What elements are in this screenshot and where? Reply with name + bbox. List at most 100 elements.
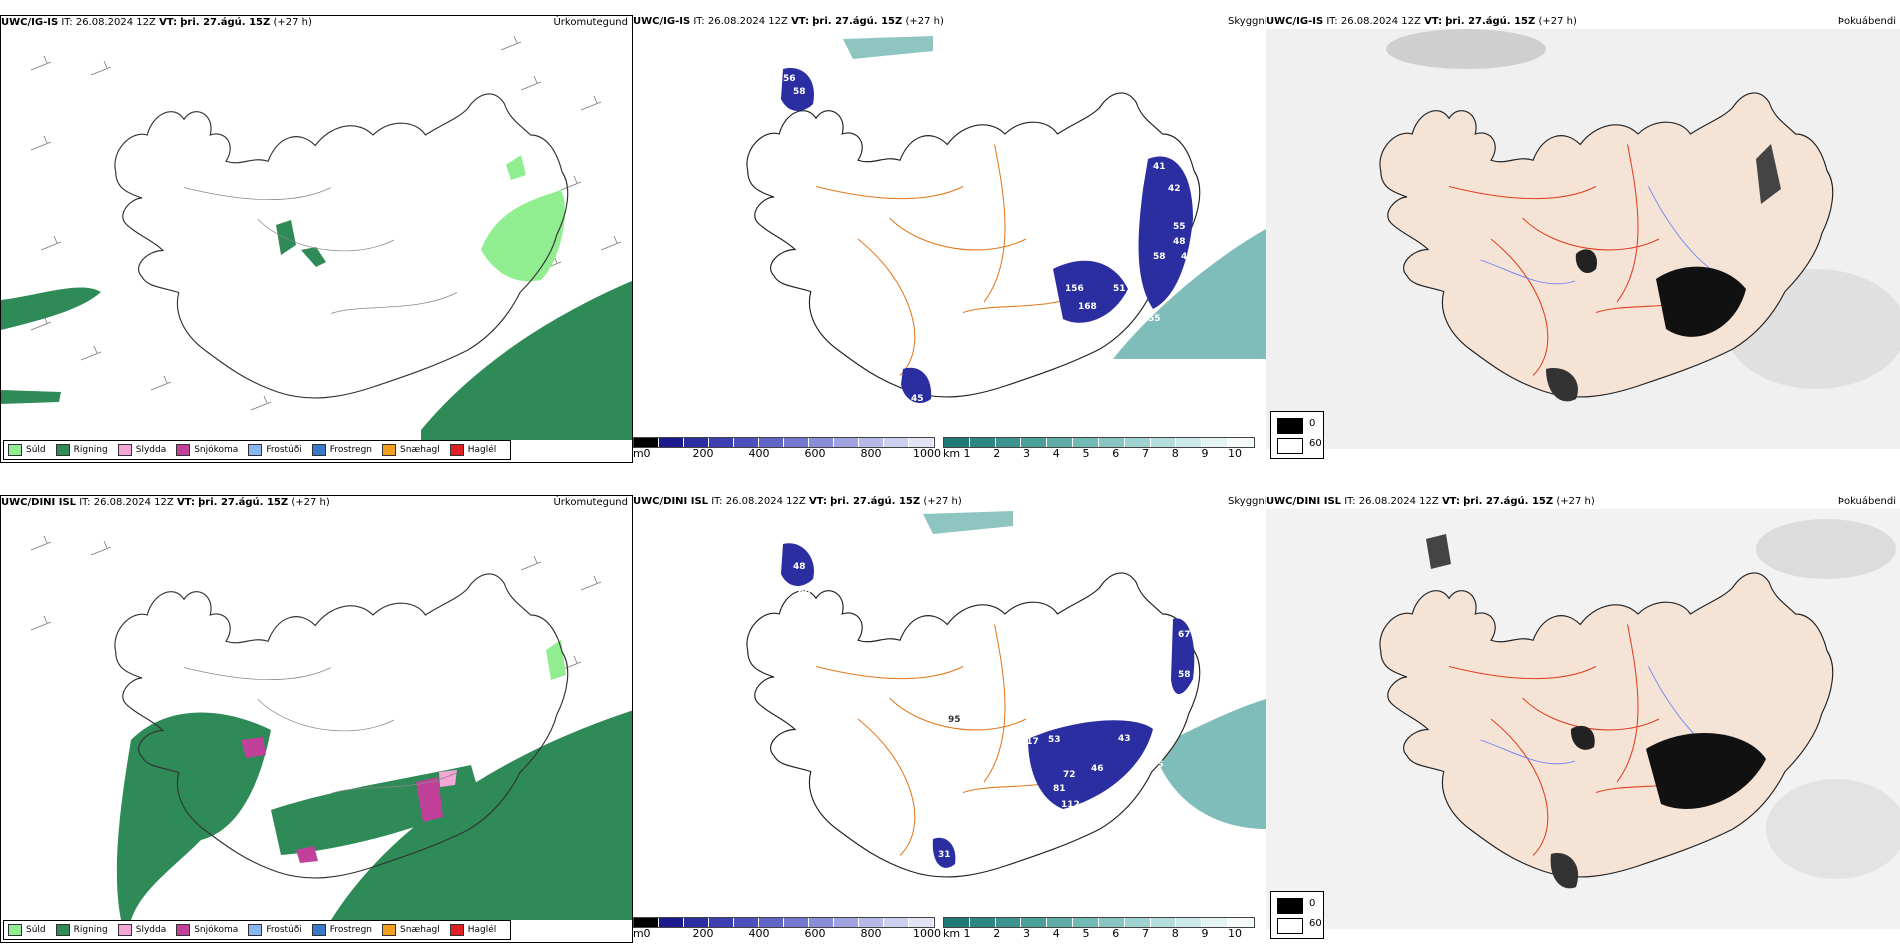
ceiling-step	[684, 438, 709, 447]
fog-haze	[1386, 29, 1546, 69]
value-label: 58	[1178, 670, 1191, 680]
visibility-step	[995, 918, 1022, 927]
visibility-step	[969, 918, 996, 927]
ceiling-step	[884, 438, 909, 447]
value-label: 41	[1153, 162, 1166, 172]
ceiling-unit: m	[633, 927, 644, 940]
tick: 4	[1052, 447, 1060, 460]
valid-prefix: VT:	[808, 496, 827, 507]
fog-core	[1575, 249, 1597, 274]
valid-prefix: VT:	[159, 17, 178, 28]
wind-barbs	[30, 35, 622, 411]
value-label: 55	[1148, 314, 1161, 324]
value-label: 58	[1153, 252, 1166, 262]
model-name: UWC/DINI ISL	[1266, 496, 1342, 507]
swatch-freezing-rain	[311, 444, 326, 456]
panel-header: UWC/IG-IS IT: 26.08.2024 12Z VT: þri. 27…	[1, 16, 632, 30]
ceiling-step	[909, 918, 934, 927]
low-ceiling-westfjords	[781, 68, 814, 111]
ceiling-step	[859, 438, 884, 447]
swatch-snow	[176, 444, 191, 456]
cloud-panel-title: Skyggni	[1228, 16, 1268, 27]
panel-header: UWC/IG-IS IT: 26.08.2024 12Z VT: þri. 27…	[633, 15, 1266, 29]
tick: 2	[993, 447, 1001, 460]
low-visibility-north	[843, 36, 933, 59]
swatch-snow-pellets	[382, 444, 397, 456]
fog-legend: 0 60	[1270, 891, 1324, 939]
value-label: 45	[911, 394, 924, 404]
model-name: UWC/DINI ISL	[1, 497, 77, 508]
legend-item: Slydda	[117, 924, 166, 936]
fog-legend-label: 0	[1309, 898, 1316, 909]
visibility-step	[1047, 918, 1074, 927]
lead-time: (+27 h)	[1556, 496, 1595, 507]
drizzle-area-ne	[506, 155, 526, 180]
ceiling-panel-top: UWC/IG-IS IT: 26.08.2024 12Z VT: þri. 27…	[633, 15, 1266, 463]
valid-time: þri. 27.ágú. 15Z	[1463, 496, 1554, 507]
value-label: 42	[1168, 184, 1181, 194]
ceiling-map[interactable]: 58 43 41 42 55 48 156 168 51 45 56884558…	[633, 29, 1266, 429]
tick: 400	[748, 447, 770, 460]
ceiling-step	[809, 438, 834, 447]
roads	[815, 624, 1090, 856]
low-ceiling-eastfjords	[1171, 618, 1195, 694]
value-label: 117	[1020, 737, 1039, 747]
value-label: 51	[1113, 284, 1126, 294]
low-ceiling-eastfjords	[1138, 156, 1193, 309]
tick: 200	[692, 447, 714, 460]
ceiling-step	[734, 438, 759, 447]
fog-legend: 0 60	[1270, 411, 1324, 459]
snow-patch	[241, 737, 266, 758]
value-label: 43	[1118, 734, 1131, 744]
fog-map[interactable]	[1266, 509, 1900, 929]
panel-header: UWC/DINI ISL IT: 26.08.2024 12Z VT: þri.…	[1266, 495, 1900, 509]
legend-item: Frostúði	[248, 924, 302, 936]
value-label: 67	[1178, 630, 1191, 640]
fog-legend-swatch	[1277, 418, 1303, 434]
visibility-step	[1021, 438, 1048, 447]
tick: 0	[643, 447, 651, 460]
tick: 1	[963, 447, 971, 460]
precip-legend: Súld Rigning Slydda Snjókoma Frostúði Fr…	[3, 920, 512, 940]
value-label: 66	[798, 587, 811, 597]
roads	[1448, 144, 1723, 376]
init-time: IT: 26.08.2024 12Z	[711, 496, 806, 507]
value-label: 46	[1091, 764, 1104, 774]
ceiling-map[interactable]: 48 66 67 95 117 53 43 72 46 81 112 31 55…	[633, 509, 1266, 909]
visibility-colorbar: km 1 2 3 4 5 6 7 8 9 10	[943, 435, 1266, 460]
fog-coastal	[1426, 534, 1451, 569]
precip-map[interactable]	[1, 30, 633, 440]
fog-legend-label: 60	[1309, 438, 1322, 449]
tick: 9	[1201, 927, 1209, 940]
panel-title: Þokuábendi	[1837, 496, 1896, 507]
init-time: IT: 26.08.2024 12Z	[1326, 16, 1421, 27]
ceiling-step	[784, 918, 809, 927]
drizzle-area-ne	[546, 640, 566, 680]
ceiling-colorbar: m 0 200 400 600 800 1000	[633, 435, 943, 460]
swatch-hail	[449, 444, 464, 456]
valid-time: þri. 27.ágú. 15Z	[198, 497, 289, 508]
precip-map[interactable]	[1, 510, 633, 920]
roads	[183, 667, 458, 794]
low-ceiling-south	[932, 837, 956, 868]
rain-area-ocean	[331, 710, 632, 920]
ceiling-step	[759, 438, 784, 447]
rain-patch-2	[301, 247, 326, 267]
swatch-drizzle	[8, 444, 22, 456]
swatch-freezing-drizzle	[248, 444, 263, 456]
visibility-step	[1073, 918, 1099, 927]
ceiling-step	[784, 438, 809, 447]
valid-prefix: VT:	[1424, 16, 1443, 27]
low-visibility-sea	[1153, 699, 1266, 829]
legend-item: Haglél	[449, 924, 496, 936]
fog-core	[1550, 853, 1579, 889]
ceiling-step	[709, 438, 734, 447]
fog-map[interactable]	[1266, 29, 1900, 449]
value-label: 72	[1063, 770, 1076, 780]
visibility-step	[1150, 918, 1177, 927]
value-label: 81	[1053, 784, 1066, 794]
panel-title: Þokuábendi	[1837, 16, 1896, 27]
rain-area-west	[1, 287, 101, 330]
roads	[183, 187, 458, 314]
visibility-step	[1073, 438, 1099, 447]
